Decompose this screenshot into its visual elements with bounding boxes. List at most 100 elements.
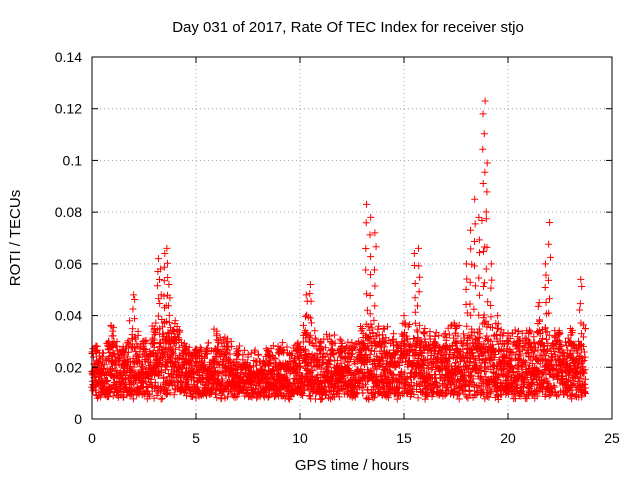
background-point: [204, 339, 212, 347]
background-point: [368, 324, 376, 332]
data-point-stack: [480, 130, 488, 138]
x-tick-label: 10: [292, 430, 308, 446]
background-point: [276, 385, 284, 393]
background-point: [251, 346, 259, 354]
background-point: [146, 359, 154, 367]
background-point: [330, 351, 338, 359]
background-point: [176, 326, 184, 334]
y-tick-label: 0.04: [55, 308, 82, 324]
background-point: [365, 395, 373, 403]
data-point-stack: [160, 263, 168, 271]
background-point: [283, 376, 291, 384]
background-point: [258, 384, 266, 392]
background-point: [326, 332, 334, 340]
background-point: [192, 394, 200, 402]
background-point: [104, 377, 112, 385]
data-point-stack: [420, 329, 428, 337]
background-point: [414, 394, 422, 402]
background-point: [217, 395, 225, 403]
background-point: [126, 392, 134, 400]
data-point: [471, 195, 479, 203]
background-point: [121, 376, 129, 384]
background-point: [336, 335, 344, 343]
background-point: [115, 369, 123, 377]
x-tick-label: 0: [88, 430, 96, 446]
data-point-stack: [479, 180, 487, 188]
data-point: [481, 97, 489, 105]
data-point-stack: [367, 271, 375, 279]
data-point: [535, 299, 543, 307]
background-point: [109, 324, 117, 332]
y-tick-label: 0.14: [55, 49, 82, 65]
background-point: [259, 366, 267, 374]
data-point: [467, 226, 475, 234]
data-point: [410, 250, 418, 258]
data-point-stack: [153, 282, 161, 290]
background-point: [299, 338, 307, 346]
background-point: [305, 349, 313, 357]
data-point-stack: [471, 282, 479, 290]
background-point: [247, 378, 255, 386]
background-point: [296, 363, 304, 371]
background-point: [581, 375, 589, 383]
background-point: [128, 367, 136, 375]
background-point: [130, 380, 138, 388]
data-point: [415, 244, 423, 252]
data-point: [541, 260, 549, 268]
x-tick-label: 20: [500, 430, 516, 446]
data-point-stack: [471, 238, 479, 246]
background-point: [337, 359, 345, 367]
data-point-stack: [484, 298, 492, 306]
background-point: [218, 368, 226, 376]
y-tick-label: 0: [74, 411, 82, 427]
data-point: [546, 218, 554, 226]
data-point-stack: [154, 312, 162, 320]
background-point: [305, 391, 313, 399]
background-point: [109, 392, 117, 400]
background-point: [455, 395, 463, 403]
background-point: [99, 349, 107, 357]
background-point: [113, 342, 121, 350]
background-point: [526, 353, 534, 361]
data-point-stack: [307, 297, 315, 305]
background-point: [314, 355, 322, 363]
background-point: [148, 349, 156, 357]
data-point-stack: [467, 245, 475, 253]
data-point-stack: [466, 278, 474, 286]
background-point: [164, 328, 172, 336]
background-point: [218, 375, 226, 383]
data-point: [487, 260, 495, 268]
data-point-stack: [411, 279, 419, 287]
data-point-stack: [366, 291, 374, 299]
data-point-stack: [479, 145, 487, 153]
data-point-stack: [534, 302, 542, 310]
data-point-stack: [475, 249, 483, 257]
data-point-stack: [546, 295, 554, 303]
background-point: [321, 391, 329, 399]
data-point-stack: [466, 300, 474, 308]
background-point: [317, 395, 325, 403]
data-point-stack: [462, 285, 470, 293]
data-point-stack: [370, 316, 378, 324]
background-point: [249, 363, 257, 371]
background-point: [175, 343, 183, 351]
y-tick-label: 0.02: [55, 359, 82, 375]
background-point: [160, 373, 168, 381]
data-point-stack: [163, 259, 171, 267]
data-point-stack: [541, 284, 549, 292]
background-point: [105, 393, 113, 401]
data-point-stack: [471, 220, 479, 228]
background-point: [366, 350, 374, 358]
background-point: [178, 365, 186, 373]
data-point: [494, 312, 502, 320]
data-point: [302, 291, 310, 299]
background-point: [130, 363, 138, 371]
data-point: [577, 275, 585, 283]
background-point: [134, 327, 142, 335]
background-point: [271, 355, 279, 363]
y-tick-labels: 0 0.02 0.04 0.06 0.08 0.1 0.12 0.14: [55, 49, 82, 427]
background-point: [333, 361, 341, 369]
data-point-stack: [487, 284, 495, 292]
data-point-stack: [415, 288, 423, 296]
